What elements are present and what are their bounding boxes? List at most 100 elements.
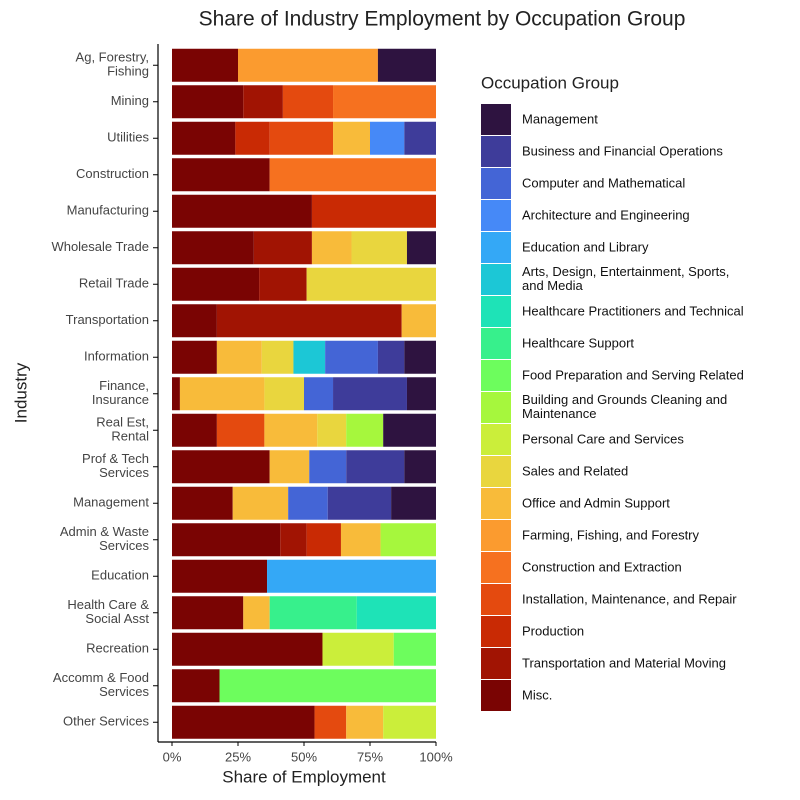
bar-segment (179, 377, 265, 411)
bar-segment (172, 486, 233, 520)
y-tick-label: Admin & Waste Services (60, 524, 150, 553)
x-tick-label: 0% (163, 749, 182, 764)
legend-key (481, 552, 511, 583)
bar-segment (264, 377, 304, 411)
x-tick-label: 50% (291, 749, 317, 764)
bar-segment (356, 596, 436, 630)
bar-segment (322, 632, 394, 666)
bar-segment (216, 340, 262, 374)
bar-segment (309, 450, 347, 484)
bar-segment (243, 596, 270, 630)
bar-segment (346, 450, 405, 484)
legend-label: Office and Admin Support (522, 495, 670, 510)
bar-segment (327, 486, 392, 520)
legend-label: Architecture and Engineering (522, 207, 690, 222)
bar-segment (172, 632, 323, 666)
bar-segment (235, 121, 270, 155)
legend-key (481, 296, 511, 327)
bar-segment (267, 559, 436, 593)
bar-segment (269, 596, 357, 630)
y-tick-label: Management (73, 495, 149, 510)
legend-label: Food Preparation and Serving Related (522, 367, 744, 382)
bar-segment (404, 450, 436, 484)
bar-segment (333, 377, 407, 411)
y-tick-label: Transportation (66, 312, 149, 327)
legend-label: Management (522, 111, 598, 126)
bar-segment (306, 523, 341, 557)
bar-segment (306, 267, 436, 301)
bar-segment (261, 340, 294, 374)
bar-segment (269, 121, 334, 155)
bar-segment (325, 340, 378, 374)
chart-title: Share of Industry Employment by Occupati… (199, 8, 686, 31)
bar-segment (216, 413, 265, 447)
bar-segment (383, 413, 436, 447)
legend-label: Personal Care and Services (522, 431, 684, 446)
y-tick-label: Finance, Insurance (92, 378, 149, 407)
bar-segment (172, 559, 268, 593)
legend-key (481, 488, 511, 519)
bar-segment (393, 632, 436, 666)
y-axis-title: Industry (11, 362, 30, 423)
bar-segment (243, 85, 283, 119)
legend-key (481, 392, 511, 423)
y-tick-label: Real Est, Rental (96, 415, 149, 444)
legend-label: Construction and Extraction (522, 559, 682, 574)
bar-segment (280, 523, 307, 557)
legend-key (481, 360, 511, 391)
legend-label: Production (522, 623, 584, 638)
legend-label: Installation, Maintenance, and Repair (522, 591, 737, 606)
y-tick-label: Recreation (86, 641, 149, 656)
bar-segment (269, 450, 310, 484)
bar-segment (172, 48, 238, 82)
bar-segment (404, 121, 436, 155)
legend-title: Occupation Group (481, 73, 619, 92)
x-tick-label: 75% (357, 749, 383, 764)
bar-segment (172, 413, 217, 447)
bar-segment (172, 377, 180, 411)
bar-segment (288, 486, 328, 520)
bar-segment (238, 48, 378, 82)
legend-label: Healthcare Support (522, 335, 634, 350)
bar-segment (172, 194, 312, 228)
legend-key (481, 648, 511, 679)
legend-label: Education and Library (522, 239, 649, 254)
y-tick-label: Other Services (63, 714, 149, 729)
bar-segment (172, 85, 244, 119)
bar-segment (404, 340, 436, 374)
bar-segment (380, 523, 436, 557)
bar-segment (232, 486, 289, 520)
legend-key (481, 520, 511, 551)
y-tick-label: Utilities (107, 130, 149, 145)
legend-key (481, 424, 511, 455)
legend-key (481, 136, 511, 167)
bar-segment (346, 413, 384, 447)
bar-segment (304, 377, 334, 411)
bar-segment (172, 705, 315, 739)
bar-segment (269, 158, 436, 192)
legend-label: Building and Grounds Cleaning and Mainten… (522, 392, 727, 421)
bar-segment (340, 523, 381, 557)
x-tick-label: 25% (225, 749, 251, 764)
bar-segment (406, 231, 436, 265)
bar-segment (172, 304, 217, 338)
bar-segment (311, 194, 436, 228)
bar-segment (253, 231, 312, 265)
bar-segment (351, 231, 407, 265)
legend-label: Business and Financial Operations (522, 143, 723, 158)
x-tick-label: 100% (419, 749, 453, 764)
bar-segment (377, 340, 405, 374)
bar-segment (259, 267, 307, 301)
bar-segment (333, 85, 436, 119)
legend-label: Arts, Design, Entertainment, Sports, and … (522, 264, 729, 293)
legend-label: Misc. (522, 687, 552, 702)
legend-label: Transportation and Material Moving (522, 655, 726, 670)
y-tick-label: Retail Trade (79, 276, 149, 291)
legend-key (481, 232, 511, 263)
legend-key (481, 200, 511, 231)
bar-segment (314, 705, 347, 739)
legend-key (481, 584, 511, 615)
bar-segment (172, 450, 270, 484)
y-tick-label: Accomm & Food Services (53, 670, 150, 699)
y-tick-label: Health Care & Social Asst (67, 597, 149, 626)
